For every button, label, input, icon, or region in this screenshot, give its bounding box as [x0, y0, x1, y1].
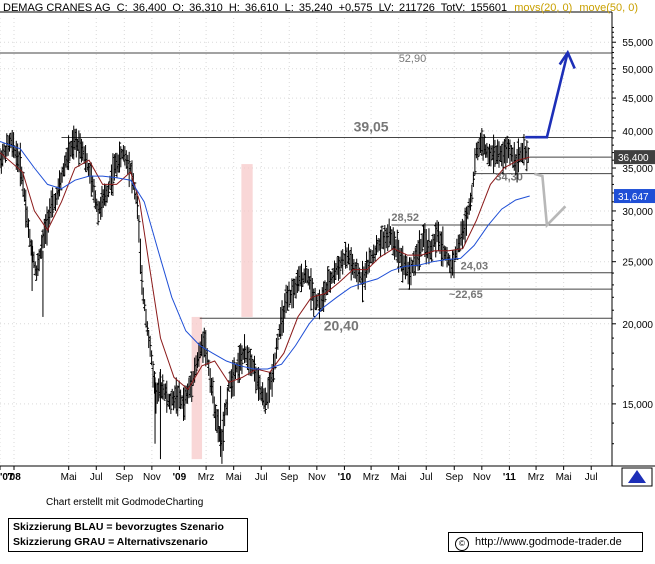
last-price-label: 36,400: [618, 153, 649, 164]
low-value: 35,240: [299, 2, 333, 14]
level-label: 20,40: [324, 317, 359, 333]
x-tick-label: Mai: [556, 472, 572, 483]
y-tick-label: 55,000: [622, 38, 653, 49]
high-label: H:: [229, 2, 240, 14]
moving-averages-layer: [0, 141, 530, 391]
source-url-box[interactable]: © http://www.godmode-trader.de: [448, 532, 643, 552]
x-tick-label: Mai: [226, 472, 242, 483]
low-label: L:: [285, 2, 294, 14]
ticker-name: DEMAG CRANES AG: [3, 2, 111, 14]
open-value: 36,310: [189, 2, 223, 14]
x-tick-label: Jul: [255, 472, 268, 483]
x-tick-label: Nov: [143, 472, 161, 483]
totv-value: 155601: [470, 2, 507, 14]
x-tick-label: '11: [503, 472, 516, 483]
y-tick-label: 45,000: [622, 94, 653, 105]
x-tick-label: Nov: [308, 472, 326, 483]
ma20-legend: movs(20, 0): [514, 2, 572, 14]
price-layer: [0, 125, 530, 464]
highlight-band: [241, 164, 253, 317]
y-tick-label: 40,000: [622, 127, 653, 138]
x-tick-label: Mai: [391, 472, 407, 483]
x-tick-label: Sep: [445, 472, 463, 483]
change-value: +0,575: [339, 2, 373, 14]
level-label: 52,90: [399, 53, 427, 65]
x-tick-label: '07: [0, 472, 14, 483]
level-label: ~22,65: [449, 289, 483, 301]
x-tick-label: Jul: [420, 472, 433, 483]
open-label: O:: [172, 2, 184, 14]
close-value: 36,400: [133, 2, 167, 14]
x-tick-label: Mrz: [363, 472, 380, 483]
legend-blue-scenario: Skizzierung BLAU = bevorzugtes Szenario: [13, 521, 224, 533]
x-tick-label: Sep: [115, 472, 133, 483]
x-tick-label: Jul: [90, 472, 103, 483]
highlight-band: [191, 316, 203, 460]
ma50-value-box: [614, 189, 655, 204]
scenario-legend: Skizzierung BLAU = bevorzugtes Szenario …: [8, 518, 248, 552]
x-tick-label: Nov: [473, 472, 491, 483]
ma50-legend: move(50, 0): [579, 2, 638, 14]
blue-arrowhead: [558, 49, 576, 70]
y-axis-panel: [612, 12, 655, 466]
logo-triangle-icon: [628, 470, 646, 483]
grid-layer: [0, 18, 612, 466]
scenario-layer: [525, 49, 576, 229]
source-url[interactable]: http://www.godmode-trader.de: [475, 536, 622, 548]
x-tick-label: Jul: [585, 472, 598, 483]
level-label: 28,52: [391, 212, 419, 224]
blue-scenario-arrow: [525, 52, 569, 139]
ma50-value-label: 31,647: [618, 192, 649, 203]
level-label: 24,03: [461, 261, 489, 273]
y-tick-label: 35,000: [622, 164, 653, 175]
x-tick-label: Mrz: [528, 472, 545, 483]
legend-grey-scenario: Skizzierung GRAU = Alternativszenario: [13, 536, 208, 548]
ma20-line: [0, 152, 530, 391]
copyright-icon: ©: [455, 537, 469, 551]
axes-layer: 15,000 20,000 25,000 30,000 35,000 40,000 45,0…: [0, 11, 655, 487]
x-tick-label: Mai: [61, 472, 77, 483]
y-tick-label: 15,000: [622, 400, 653, 411]
y-tick-label: 30,000: [622, 207, 653, 218]
x-tick-label: '10: [338, 472, 352, 483]
close-label: C:: [117, 2, 128, 14]
chart-credit: Chart erstellt mit GodmodeCharting: [46, 497, 204, 508]
x-tick-label: '09: [173, 472, 187, 483]
y-tick-label: 25,000: [622, 258, 653, 269]
lv-value: 211726: [399, 2, 435, 14]
last-price-box: [614, 150, 655, 165]
x-tick-label: '08: [7, 472, 21, 483]
grey-scenario-arrow: [533, 172, 567, 229]
y-tick-label: 50,000: [622, 65, 653, 76]
highlight-layer: [191, 164, 253, 460]
level-label: 39,05: [354, 119, 389, 135]
header-layer: DEMAG CRANES AG C: 36,400 O: 36,310 H: 3…: [3, 2, 638, 14]
header-text: DEMAG CRANES AG C: 36,400 O: 36,310 H: 3…: [3, 2, 638, 14]
high-value: 36,610: [245, 2, 279, 14]
totv-label: TotV:: [441, 2, 466, 14]
y-tick-label: 20,000: [622, 320, 653, 331]
x-tick-label: Mrz: [198, 472, 215, 483]
ma50-line: [0, 141, 530, 370]
x-tick-label: Sep: [280, 472, 298, 483]
lv-label: LV:: [379, 2, 394, 14]
